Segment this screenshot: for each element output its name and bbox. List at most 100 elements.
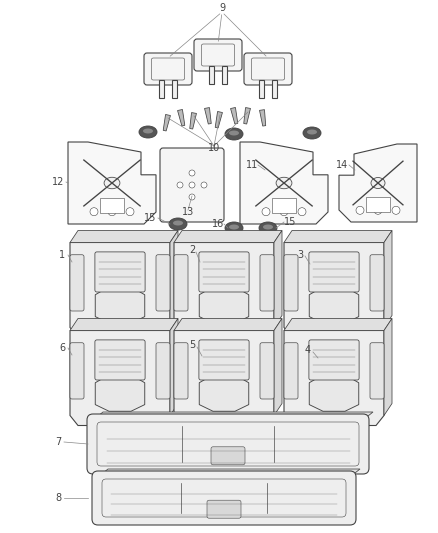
Polygon shape — [205, 108, 211, 124]
Polygon shape — [177, 109, 185, 126]
Polygon shape — [174, 319, 282, 330]
Ellipse shape — [225, 128, 243, 140]
Circle shape — [262, 208, 270, 216]
FancyBboxPatch shape — [284, 343, 298, 399]
Polygon shape — [170, 230, 178, 327]
Ellipse shape — [259, 222, 277, 234]
Polygon shape — [260, 110, 266, 126]
Text: 13: 13 — [182, 207, 194, 217]
Text: 14: 14 — [336, 160, 348, 170]
Polygon shape — [284, 330, 384, 425]
Polygon shape — [230, 108, 238, 124]
Polygon shape — [170, 319, 178, 416]
Ellipse shape — [169, 218, 187, 230]
Polygon shape — [174, 243, 274, 337]
FancyBboxPatch shape — [194, 39, 242, 71]
Polygon shape — [70, 330, 170, 425]
FancyBboxPatch shape — [309, 340, 359, 380]
Polygon shape — [174, 230, 282, 243]
Text: 7: 7 — [55, 437, 61, 447]
Circle shape — [126, 208, 134, 216]
Circle shape — [189, 194, 195, 200]
Polygon shape — [284, 319, 392, 330]
Polygon shape — [98, 469, 360, 477]
Bar — [222, 66, 227, 84]
Circle shape — [356, 206, 364, 214]
FancyBboxPatch shape — [92, 471, 356, 525]
FancyBboxPatch shape — [260, 343, 274, 399]
Text: 15: 15 — [284, 217, 296, 227]
Text: 10: 10 — [208, 143, 220, 153]
Ellipse shape — [143, 128, 153, 133]
FancyBboxPatch shape — [284, 255, 298, 311]
Polygon shape — [199, 290, 249, 323]
Polygon shape — [190, 112, 197, 129]
FancyBboxPatch shape — [174, 255, 188, 311]
Text: 9: 9 — [219, 3, 225, 13]
Polygon shape — [274, 319, 282, 416]
FancyBboxPatch shape — [174, 343, 188, 399]
Polygon shape — [384, 230, 392, 327]
Polygon shape — [174, 330, 274, 425]
Circle shape — [298, 208, 306, 216]
Circle shape — [280, 208, 288, 216]
Polygon shape — [244, 108, 251, 124]
Circle shape — [201, 182, 207, 188]
Polygon shape — [93, 412, 373, 420]
Text: 8: 8 — [55, 493, 61, 503]
Polygon shape — [215, 111, 223, 128]
Polygon shape — [309, 290, 359, 323]
Bar — [259, 80, 264, 98]
Polygon shape — [163, 115, 170, 131]
Circle shape — [177, 182, 183, 188]
FancyBboxPatch shape — [87, 414, 369, 474]
FancyBboxPatch shape — [70, 343, 84, 399]
FancyBboxPatch shape — [95, 340, 145, 380]
Polygon shape — [95, 378, 145, 411]
FancyBboxPatch shape — [370, 255, 384, 311]
Ellipse shape — [229, 131, 239, 135]
Text: 4: 4 — [305, 345, 311, 355]
FancyBboxPatch shape — [144, 53, 192, 85]
Ellipse shape — [225, 222, 243, 234]
Text: 3: 3 — [297, 250, 303, 260]
Polygon shape — [274, 230, 282, 327]
Text: 11: 11 — [246, 160, 258, 170]
Circle shape — [108, 208, 116, 216]
Bar — [366, 197, 390, 212]
Polygon shape — [240, 142, 328, 224]
Text: 2: 2 — [189, 245, 195, 255]
Polygon shape — [70, 319, 178, 330]
FancyBboxPatch shape — [95, 252, 145, 292]
Ellipse shape — [371, 177, 385, 189]
FancyBboxPatch shape — [199, 252, 249, 292]
Polygon shape — [384, 319, 392, 416]
FancyBboxPatch shape — [370, 343, 384, 399]
Bar — [100, 198, 124, 213]
Polygon shape — [339, 144, 417, 222]
Circle shape — [189, 170, 195, 176]
FancyBboxPatch shape — [244, 53, 292, 85]
Text: 6: 6 — [59, 343, 65, 353]
FancyBboxPatch shape — [156, 255, 170, 311]
FancyBboxPatch shape — [309, 252, 359, 292]
Ellipse shape — [104, 177, 120, 189]
Polygon shape — [309, 378, 359, 411]
Bar — [159, 80, 164, 98]
Bar — [272, 198, 296, 213]
Text: 16: 16 — [212, 219, 224, 229]
Ellipse shape — [229, 224, 239, 230]
Ellipse shape — [139, 126, 157, 138]
Circle shape — [189, 182, 195, 188]
Ellipse shape — [173, 221, 183, 225]
Polygon shape — [284, 243, 384, 337]
Polygon shape — [70, 243, 170, 337]
FancyBboxPatch shape — [207, 500, 241, 518]
Polygon shape — [95, 290, 145, 323]
Bar — [209, 66, 214, 84]
Bar — [272, 80, 277, 98]
Ellipse shape — [307, 130, 317, 134]
Ellipse shape — [263, 224, 273, 230]
Text: 15: 15 — [144, 213, 156, 223]
Text: 12: 12 — [52, 177, 64, 187]
